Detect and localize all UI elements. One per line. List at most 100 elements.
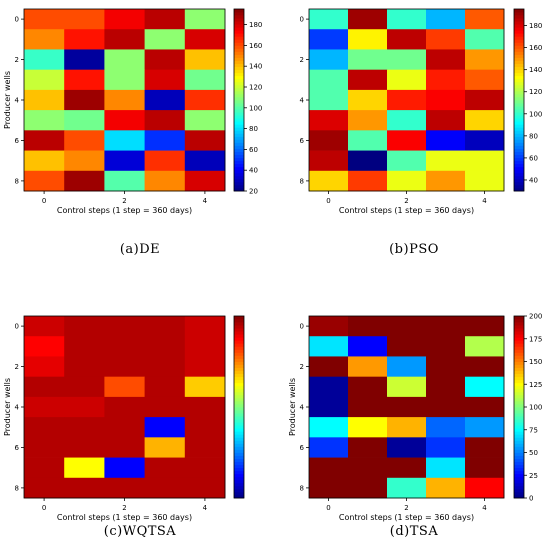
heatmap-cell — [104, 477, 145, 499]
colorbar-segment — [514, 443, 524, 447]
colorbar-segment — [234, 187, 244, 192]
colorbar-tick-label: 180 — [529, 22, 542, 30]
heatmap-cell — [184, 477, 226, 499]
heatmap-cell — [309, 49, 349, 71]
colorbar-segment — [234, 48, 244, 52]
heatmap-cell — [144, 316, 186, 337]
y-tick-label: 8 — [300, 484, 304, 492]
heatmap-cell — [309, 336, 349, 357]
heatmap-cell — [64, 437, 105, 458]
colorbar-segment — [234, 325, 244, 329]
heatmap-cell — [184, 9, 226, 30]
x-tick-label: 0 — [42, 504, 46, 512]
heatmap-cell — [426, 130, 466, 151]
heatmap-cell — [348, 49, 388, 71]
heatmap-cell — [426, 29, 466, 50]
colorbar-segment — [514, 346, 524, 350]
colorbar-segment — [234, 355, 244, 359]
heatmap-cell — [184, 316, 226, 337]
heatmap-cell — [144, 437, 186, 458]
heatmap-cell — [144, 170, 186, 192]
colorbar-segment — [234, 419, 244, 423]
colorbar-segment — [514, 464, 524, 469]
heatmap-cell — [104, 170, 145, 192]
colorbar-segment — [514, 160, 524, 165]
x-tick-label: 4 — [482, 504, 487, 512]
colorbar-segment — [234, 51, 244, 55]
colorbar-segment — [514, 491, 524, 496]
colorbar-segment — [234, 18, 244, 22]
colorbar-segment — [234, 9, 244, 13]
colorbar-segment — [234, 118, 244, 122]
y-tick-label: 6 — [15, 137, 20, 145]
colorbar-segment — [514, 482, 524, 487]
colorbar-segment — [514, 331, 524, 335]
colorbar-segment — [514, 358, 524, 362]
heatmap-cell — [387, 130, 427, 151]
colorbar-segment — [514, 355, 524, 359]
heatmap-cell — [309, 376, 349, 398]
colorbar-segment — [234, 42, 244, 46]
colorbar-segment — [234, 410, 244, 414]
panel-caption: (d)TSA — [390, 524, 439, 539]
colorbar-segment — [514, 382, 524, 387]
colorbar-segment — [514, 488, 524, 493]
colorbar-segment — [514, 364, 524, 368]
colorbar-segment — [234, 30, 244, 34]
heatmap-cell — [104, 437, 145, 458]
colorbar-segment — [234, 352, 244, 356]
heatmap-cell — [426, 110, 466, 131]
colorbar-segment — [514, 142, 524, 146]
heatmap-cell — [144, 417, 186, 438]
heatmap-cell — [426, 89, 466, 111]
colorbar-segment — [234, 139, 244, 143]
heatmap-cell — [465, 170, 505, 192]
colorbar-segment — [234, 142, 244, 146]
colorbar-segment — [234, 446, 244, 450]
colorbar-segment — [514, 12, 524, 16]
heatmap-cell — [387, 29, 427, 50]
colorbar-segment — [514, 187, 524, 192]
colorbar-segment — [234, 322, 244, 326]
colorbar-segment — [514, 316, 524, 320]
y-tick-label: 2 — [300, 56, 304, 64]
heatmap-cell — [465, 29, 505, 50]
colorbar-segment — [514, 343, 524, 347]
colorbar-segment — [514, 422, 524, 426]
colorbar-segment — [234, 385, 244, 390]
y-tick-label: 8 — [15, 484, 19, 492]
colorbar-segment — [234, 367, 244, 371]
colorbar-segment — [234, 78, 244, 83]
colorbar-tick-label: 120 — [529, 88, 542, 96]
heatmap-cell — [465, 376, 505, 398]
colorbar-segment — [234, 112, 244, 116]
colorbar-frame — [233, 8, 245, 192]
colorbar-segment — [514, 57, 524, 61]
colorbar-segment — [514, 349, 524, 353]
colorbar-segment — [514, 419, 524, 423]
heatmap-cell — [24, 69, 65, 91]
colorbar-segment — [234, 361, 244, 365]
heatmap-cell — [24, 477, 65, 499]
heatmap-cell — [426, 477, 466, 499]
colorbar-segment — [514, 75, 524, 80]
colorbar-tick-label: 40 — [249, 167, 258, 175]
heatmap-cell — [144, 89, 186, 111]
colorbar-segment — [234, 160, 244, 165]
y-tick-label: 6 — [300, 137, 305, 145]
y-tick-label: 6 — [15, 444, 20, 452]
colorbar-segment — [234, 491, 244, 496]
colorbar-segment — [514, 485, 524, 490]
heatmap-cell — [465, 437, 505, 458]
heatmap-cell — [348, 356, 388, 378]
colorbar-segment — [514, 416, 524, 420]
heatmap-cell — [348, 396, 388, 418]
heatmap-cell — [465, 396, 505, 418]
colorbar-segment — [234, 382, 244, 387]
heatmap-cell — [144, 110, 186, 131]
colorbar-segment — [234, 470, 244, 475]
y-tick-label: 0 — [300, 323, 304, 331]
panel-caption: (b)PSO — [389, 242, 439, 257]
colorbar-segment — [514, 84, 524, 89]
